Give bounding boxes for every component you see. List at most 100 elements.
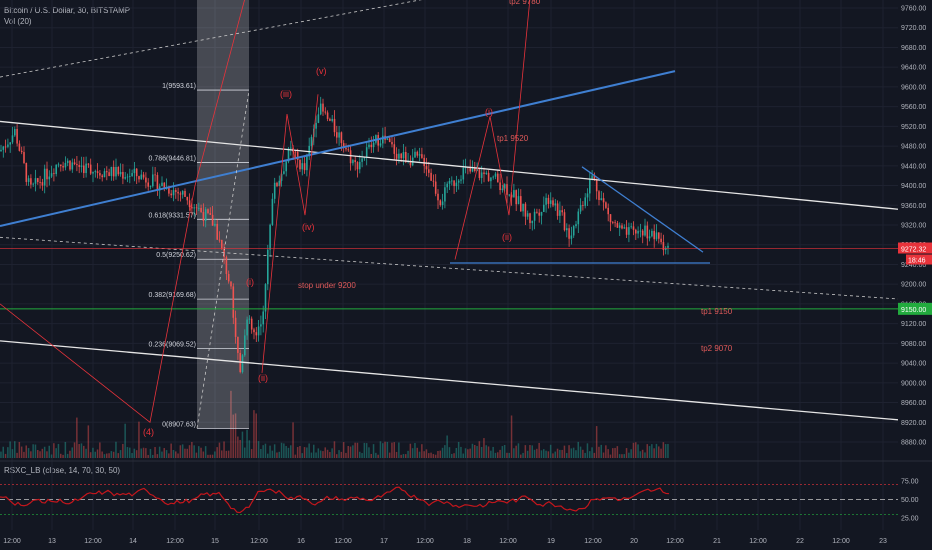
- candle-body: [579, 205, 582, 212]
- volume-bar: [478, 441, 481, 458]
- candle-body: [363, 156, 366, 159]
- volume-bar: [324, 447, 326, 458]
- candle-body: [437, 193, 439, 201]
- candle-body: [368, 144, 370, 148]
- upper-channel-line: [0, 120, 899, 210]
- volume-bar: [99, 442, 101, 458]
- candle-body: [39, 181, 41, 183]
- price-tick-label: 8960.00: [901, 400, 926, 407]
- volume-bar: [269, 445, 271, 458]
- volume-bar: [239, 439, 241, 458]
- volume-bar: [607, 449, 609, 458]
- price-tick-label: 9360.00: [901, 203, 926, 210]
- volume-bar: [342, 442, 345, 458]
- time-tick-label: 12:00: [499, 538, 517, 545]
- price-tick-label: 9320.00: [901, 223, 926, 230]
- volume-bar: [317, 448, 320, 458]
- volume-bar: [85, 448, 87, 458]
- candle-body: [628, 227, 630, 235]
- candle-body: [405, 151, 407, 163]
- rsi-tick-label: 75.00: [901, 479, 919, 486]
- volume-bar: [126, 447, 129, 458]
- time-tick-label: 23: [879, 538, 887, 545]
- volume-bar: [609, 454, 612, 458]
- time-tick-label: 13: [48, 538, 56, 545]
- time-tick-label: 12:00: [666, 538, 684, 545]
- chart-title: Bitcoin / U.S. Dollar, 30, BITSTAMP: [4, 6, 131, 15]
- volume-bar: [227, 450, 230, 458]
- time-tick-label: 20: [630, 538, 638, 545]
- green-level-label: 9150.00: [901, 307, 926, 314]
- volume-bar: [437, 451, 439, 458]
- price-tick-label: 8920.00: [901, 420, 926, 427]
- candle-body: [103, 171, 106, 178]
- candle-body: [126, 176, 129, 178]
- candle-body: [250, 318, 253, 330]
- volume-bar: [177, 453, 179, 458]
- candle-body: [271, 198, 274, 225]
- volume-bar: [520, 454, 522, 458]
- volume-bar: [191, 441, 193, 458]
- time-tick-label: 12:00: [832, 538, 850, 545]
- candle-body: [382, 135, 384, 144]
- candle-body: [414, 151, 416, 158]
- candle-body: [563, 212, 566, 231]
- candle-body: [214, 223, 216, 226]
- volume-bar: [296, 447, 299, 458]
- time-axis-bg: [0, 530, 932, 550]
- volume-bar: [359, 451, 361, 458]
- candle-body: [370, 144, 373, 148]
- candle-body: [108, 172, 110, 176]
- volume-bar: [193, 445, 195, 458]
- candle-body: [432, 180, 435, 182]
- candle-body: [598, 191, 600, 200]
- candle-body: [402, 151, 405, 159]
- candle-body: [522, 203, 524, 212]
- candle-body: [478, 169, 481, 178]
- candle-body: [85, 163, 87, 174]
- candle-body: [547, 197, 550, 204]
- volume-bar: [639, 451, 642, 458]
- candle-body: [623, 227, 626, 229]
- candle-body: [142, 174, 145, 178]
- candle-body: [494, 173, 497, 177]
- volume-bar: [57, 443, 60, 458]
- volume-bar: [96, 449, 99, 458]
- volume-bar: [18, 442, 21, 458]
- candle-body: [451, 180, 453, 182]
- volume-bar: [154, 447, 156, 458]
- candle-body: [526, 213, 529, 217]
- candle-body: [664, 247, 667, 251]
- candle-body: [428, 169, 430, 173]
- candle-body: [457, 180, 460, 183]
- fib-diagonal: [196, 90, 250, 429]
- candle-body: [315, 122, 317, 129]
- volume-bar: [600, 444, 602, 458]
- volume-bar: [540, 450, 543, 458]
- candle-body: [644, 225, 646, 236]
- volume-bar: [464, 448, 467, 458]
- volume-bar: [2, 446, 4, 458]
- candle-body: [653, 230, 655, 240]
- volume-bar: [140, 448, 142, 458]
- candle-body: [241, 355, 244, 373]
- volume-bar: [425, 449, 428, 458]
- candle-body: [398, 153, 400, 159]
- rsi-line: [0, 486, 670, 514]
- volume-bar: [280, 442, 283, 458]
- fib-level-label: 0(8907.63): [162, 421, 196, 428]
- candle-body: [170, 193, 172, 196]
- volume-bar: [421, 444, 423, 458]
- volume-bar: [536, 448, 538, 458]
- volume-bar: [655, 443, 658, 458]
- time-tick-label: 12:00: [416, 538, 434, 545]
- volume-bar: [386, 441, 389, 458]
- volume-bar: [262, 445, 264, 458]
- fib-level-label: 0.382(9169.68): [149, 292, 196, 299]
- volume-bar: [529, 445, 531, 458]
- volume-bar: [27, 448, 30, 458]
- volume-bar: [4, 453, 7, 458]
- volume-bar: [483, 438, 485, 458]
- volume-bar: [246, 429, 248, 458]
